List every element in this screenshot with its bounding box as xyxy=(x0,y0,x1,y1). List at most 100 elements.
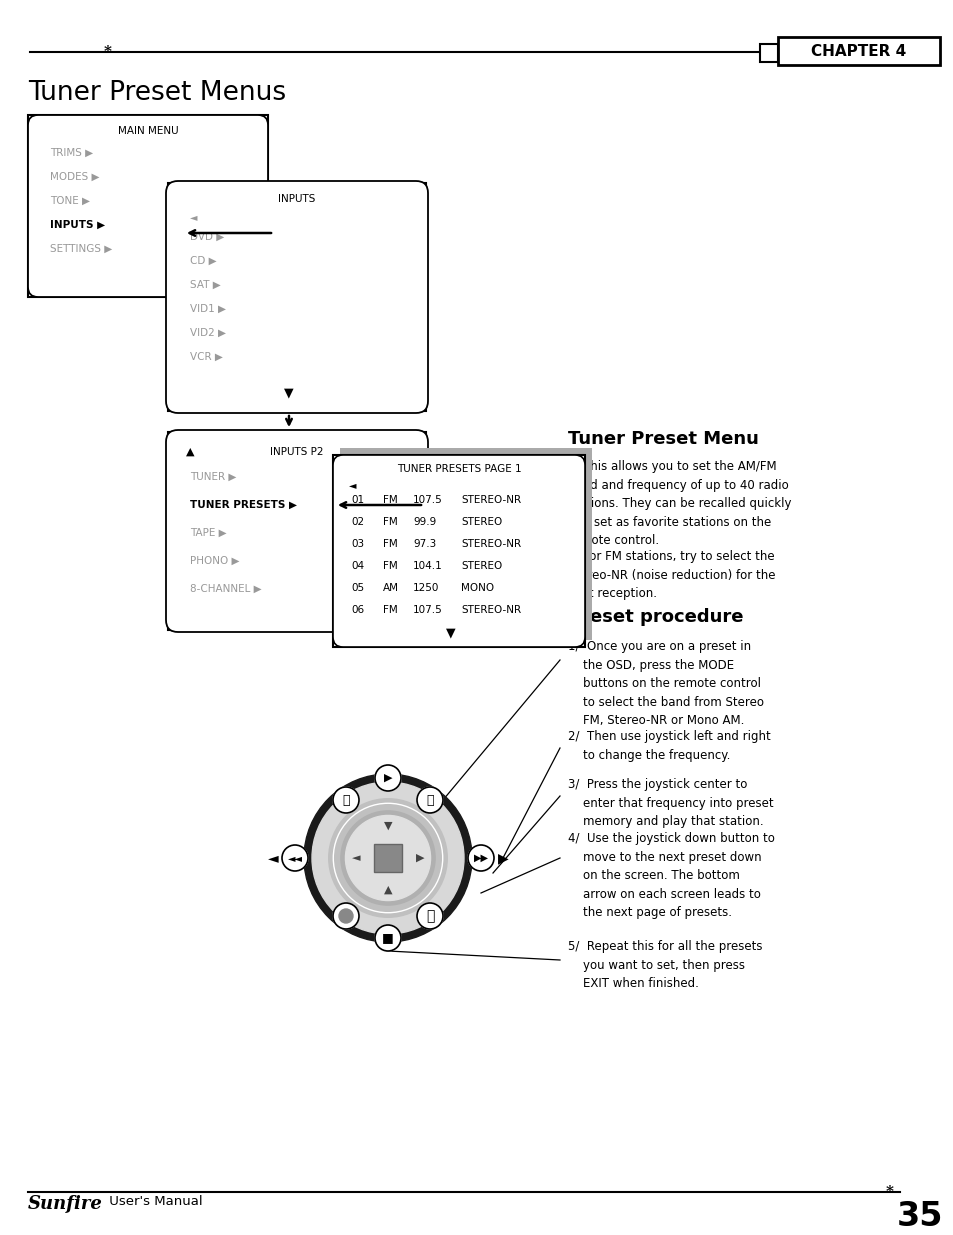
Circle shape xyxy=(304,774,472,942)
Text: ◄: ◄ xyxy=(352,853,360,863)
Text: VID2 ▶: VID2 ▶ xyxy=(190,329,226,338)
Text: 04: 04 xyxy=(351,561,364,571)
Text: 35: 35 xyxy=(896,1200,943,1233)
FancyBboxPatch shape xyxy=(760,44,778,62)
Text: MAIN MENU: MAIN MENU xyxy=(117,126,178,136)
Circle shape xyxy=(282,845,308,871)
Text: 104.1: 104.1 xyxy=(413,561,442,571)
Circle shape xyxy=(333,787,358,813)
Text: ▼: ▼ xyxy=(446,626,456,640)
Text: FM: FM xyxy=(382,495,397,505)
Text: This allows you to set the AM/FM
band and frequency of up to 40 radio
stations. : This allows you to set the AM/FM band an… xyxy=(567,459,791,547)
Text: AM: AM xyxy=(382,583,398,593)
Text: ▼: ▼ xyxy=(284,387,294,399)
Circle shape xyxy=(329,799,447,918)
Text: ⏸: ⏸ xyxy=(425,909,434,923)
Text: ■: ■ xyxy=(382,931,394,945)
Circle shape xyxy=(345,815,430,900)
Text: 01: 01 xyxy=(351,495,364,505)
Text: 5/  Repeat this for all the presets
    you want to set, then press
    EXIT whe: 5/ Repeat this for all the presets you w… xyxy=(567,940,761,990)
Text: PHONO ▶: PHONO ▶ xyxy=(190,556,239,566)
Text: 97.3: 97.3 xyxy=(413,538,436,550)
FancyBboxPatch shape xyxy=(333,454,584,647)
Text: STEREO: STEREO xyxy=(460,517,501,527)
Text: ▼: ▼ xyxy=(383,821,392,831)
Text: 107.5: 107.5 xyxy=(413,495,442,505)
FancyBboxPatch shape xyxy=(374,844,401,872)
Text: CHAPTER 4: CHAPTER 4 xyxy=(810,43,905,58)
FancyBboxPatch shape xyxy=(333,454,584,647)
Text: ▲: ▲ xyxy=(186,447,194,457)
Circle shape xyxy=(375,925,400,951)
Text: SAT ▶: SAT ▶ xyxy=(190,280,220,290)
Text: 03: 03 xyxy=(351,538,364,550)
Text: FM: FM xyxy=(382,605,397,615)
Text: 2/  Then use joystick left and right
    to change the frequency.: 2/ Then use joystick left and right to c… xyxy=(567,730,770,762)
Text: TUNER ▶: TUNER ▶ xyxy=(190,472,236,482)
Text: TUNER PRESETS ▶: TUNER PRESETS ▶ xyxy=(190,500,296,510)
Text: CD ▶: CD ▶ xyxy=(190,256,216,266)
Text: STEREO-NR: STEREO-NR xyxy=(460,605,520,615)
Text: ▶▶: ▶▶ xyxy=(473,853,488,863)
FancyBboxPatch shape xyxy=(28,115,268,296)
Text: 1250: 1250 xyxy=(413,583,439,593)
Text: TAPE ▶: TAPE ▶ xyxy=(190,529,227,538)
Circle shape xyxy=(375,764,400,790)
Text: STEREO-NR: STEREO-NR xyxy=(460,538,520,550)
Text: 99.9: 99.9 xyxy=(413,517,436,527)
Text: 05: 05 xyxy=(351,583,364,593)
Circle shape xyxy=(333,903,358,929)
FancyBboxPatch shape xyxy=(168,183,426,411)
Text: STEREO: STEREO xyxy=(460,561,501,571)
FancyBboxPatch shape xyxy=(166,430,428,632)
Text: Tuner Preset Menu: Tuner Preset Menu xyxy=(567,430,758,448)
Text: TONE ▶: TONE ▶ xyxy=(50,196,90,206)
Circle shape xyxy=(340,811,435,905)
Text: DVD ▶: DVD ▶ xyxy=(190,232,224,242)
Text: ◄◄: ◄◄ xyxy=(287,853,302,863)
Circle shape xyxy=(312,782,463,934)
FancyBboxPatch shape xyxy=(168,432,426,630)
Text: Preset procedure: Preset procedure xyxy=(567,608,742,626)
Circle shape xyxy=(338,909,353,923)
Text: ▲: ▲ xyxy=(383,885,392,895)
FancyBboxPatch shape xyxy=(166,182,428,412)
FancyBboxPatch shape xyxy=(778,37,939,65)
Text: MODES ▶: MODES ▶ xyxy=(50,172,99,182)
Text: ▶: ▶ xyxy=(383,773,392,783)
Text: FM: FM xyxy=(382,517,397,527)
Circle shape xyxy=(416,903,442,929)
Text: Tuner Preset Menus: Tuner Preset Menus xyxy=(28,80,286,106)
Text: FM: FM xyxy=(382,561,397,571)
Text: Sunfire: Sunfire xyxy=(28,1195,103,1213)
Text: ▶: ▶ xyxy=(497,851,508,864)
Text: 107.5: 107.5 xyxy=(413,605,442,615)
Text: SETTINGS ▶: SETTINGS ▶ xyxy=(50,245,112,254)
Text: 1/  Once you are on a preset in
    the OSD, press the MODE
    buttons on the r: 1/ Once you are on a preset in the OSD, … xyxy=(567,640,763,727)
Text: ◄: ◄ xyxy=(190,212,197,222)
Text: ⏮: ⏮ xyxy=(342,794,350,806)
Text: 3/  Press the joystick center to
    enter that frequency into preset
    memory: 3/ Press the joystick center to enter th… xyxy=(567,778,773,827)
Text: MONO: MONO xyxy=(460,583,494,593)
Text: 8-CHANNEL ▶: 8-CHANNEL ▶ xyxy=(190,584,261,594)
Text: ◄: ◄ xyxy=(268,851,278,864)
Text: *: * xyxy=(104,44,112,59)
Text: ⏭: ⏭ xyxy=(426,794,434,806)
Text: TRIMS ▶: TRIMS ▶ xyxy=(50,148,93,158)
Text: 02: 02 xyxy=(351,517,364,527)
Text: ▶: ▶ xyxy=(416,853,424,863)
Text: 4/  Use the joystick down button to
    move to the next preset down
    on the : 4/ Use the joystick down button to move … xyxy=(567,832,774,919)
Text: STEREO-NR: STEREO-NR xyxy=(460,495,520,505)
FancyBboxPatch shape xyxy=(28,115,268,296)
Text: 06: 06 xyxy=(351,605,364,615)
Text: User's Manual: User's Manual xyxy=(105,1195,202,1208)
Text: VID1 ▶: VID1 ▶ xyxy=(190,304,226,314)
FancyBboxPatch shape xyxy=(339,448,592,640)
Text: FM: FM xyxy=(382,538,397,550)
Circle shape xyxy=(416,787,442,813)
Text: INPUTS P2: INPUTS P2 xyxy=(270,447,323,457)
Text: For FM stations, try to select the
Stereo-NR (noise reduction) for the
best rece: For FM stations, try to select the Stere… xyxy=(567,550,775,600)
Text: INPUTS: INPUTS xyxy=(278,194,315,204)
Circle shape xyxy=(468,845,494,871)
Text: TUNER PRESETS PAGE 1: TUNER PRESETS PAGE 1 xyxy=(396,464,520,474)
